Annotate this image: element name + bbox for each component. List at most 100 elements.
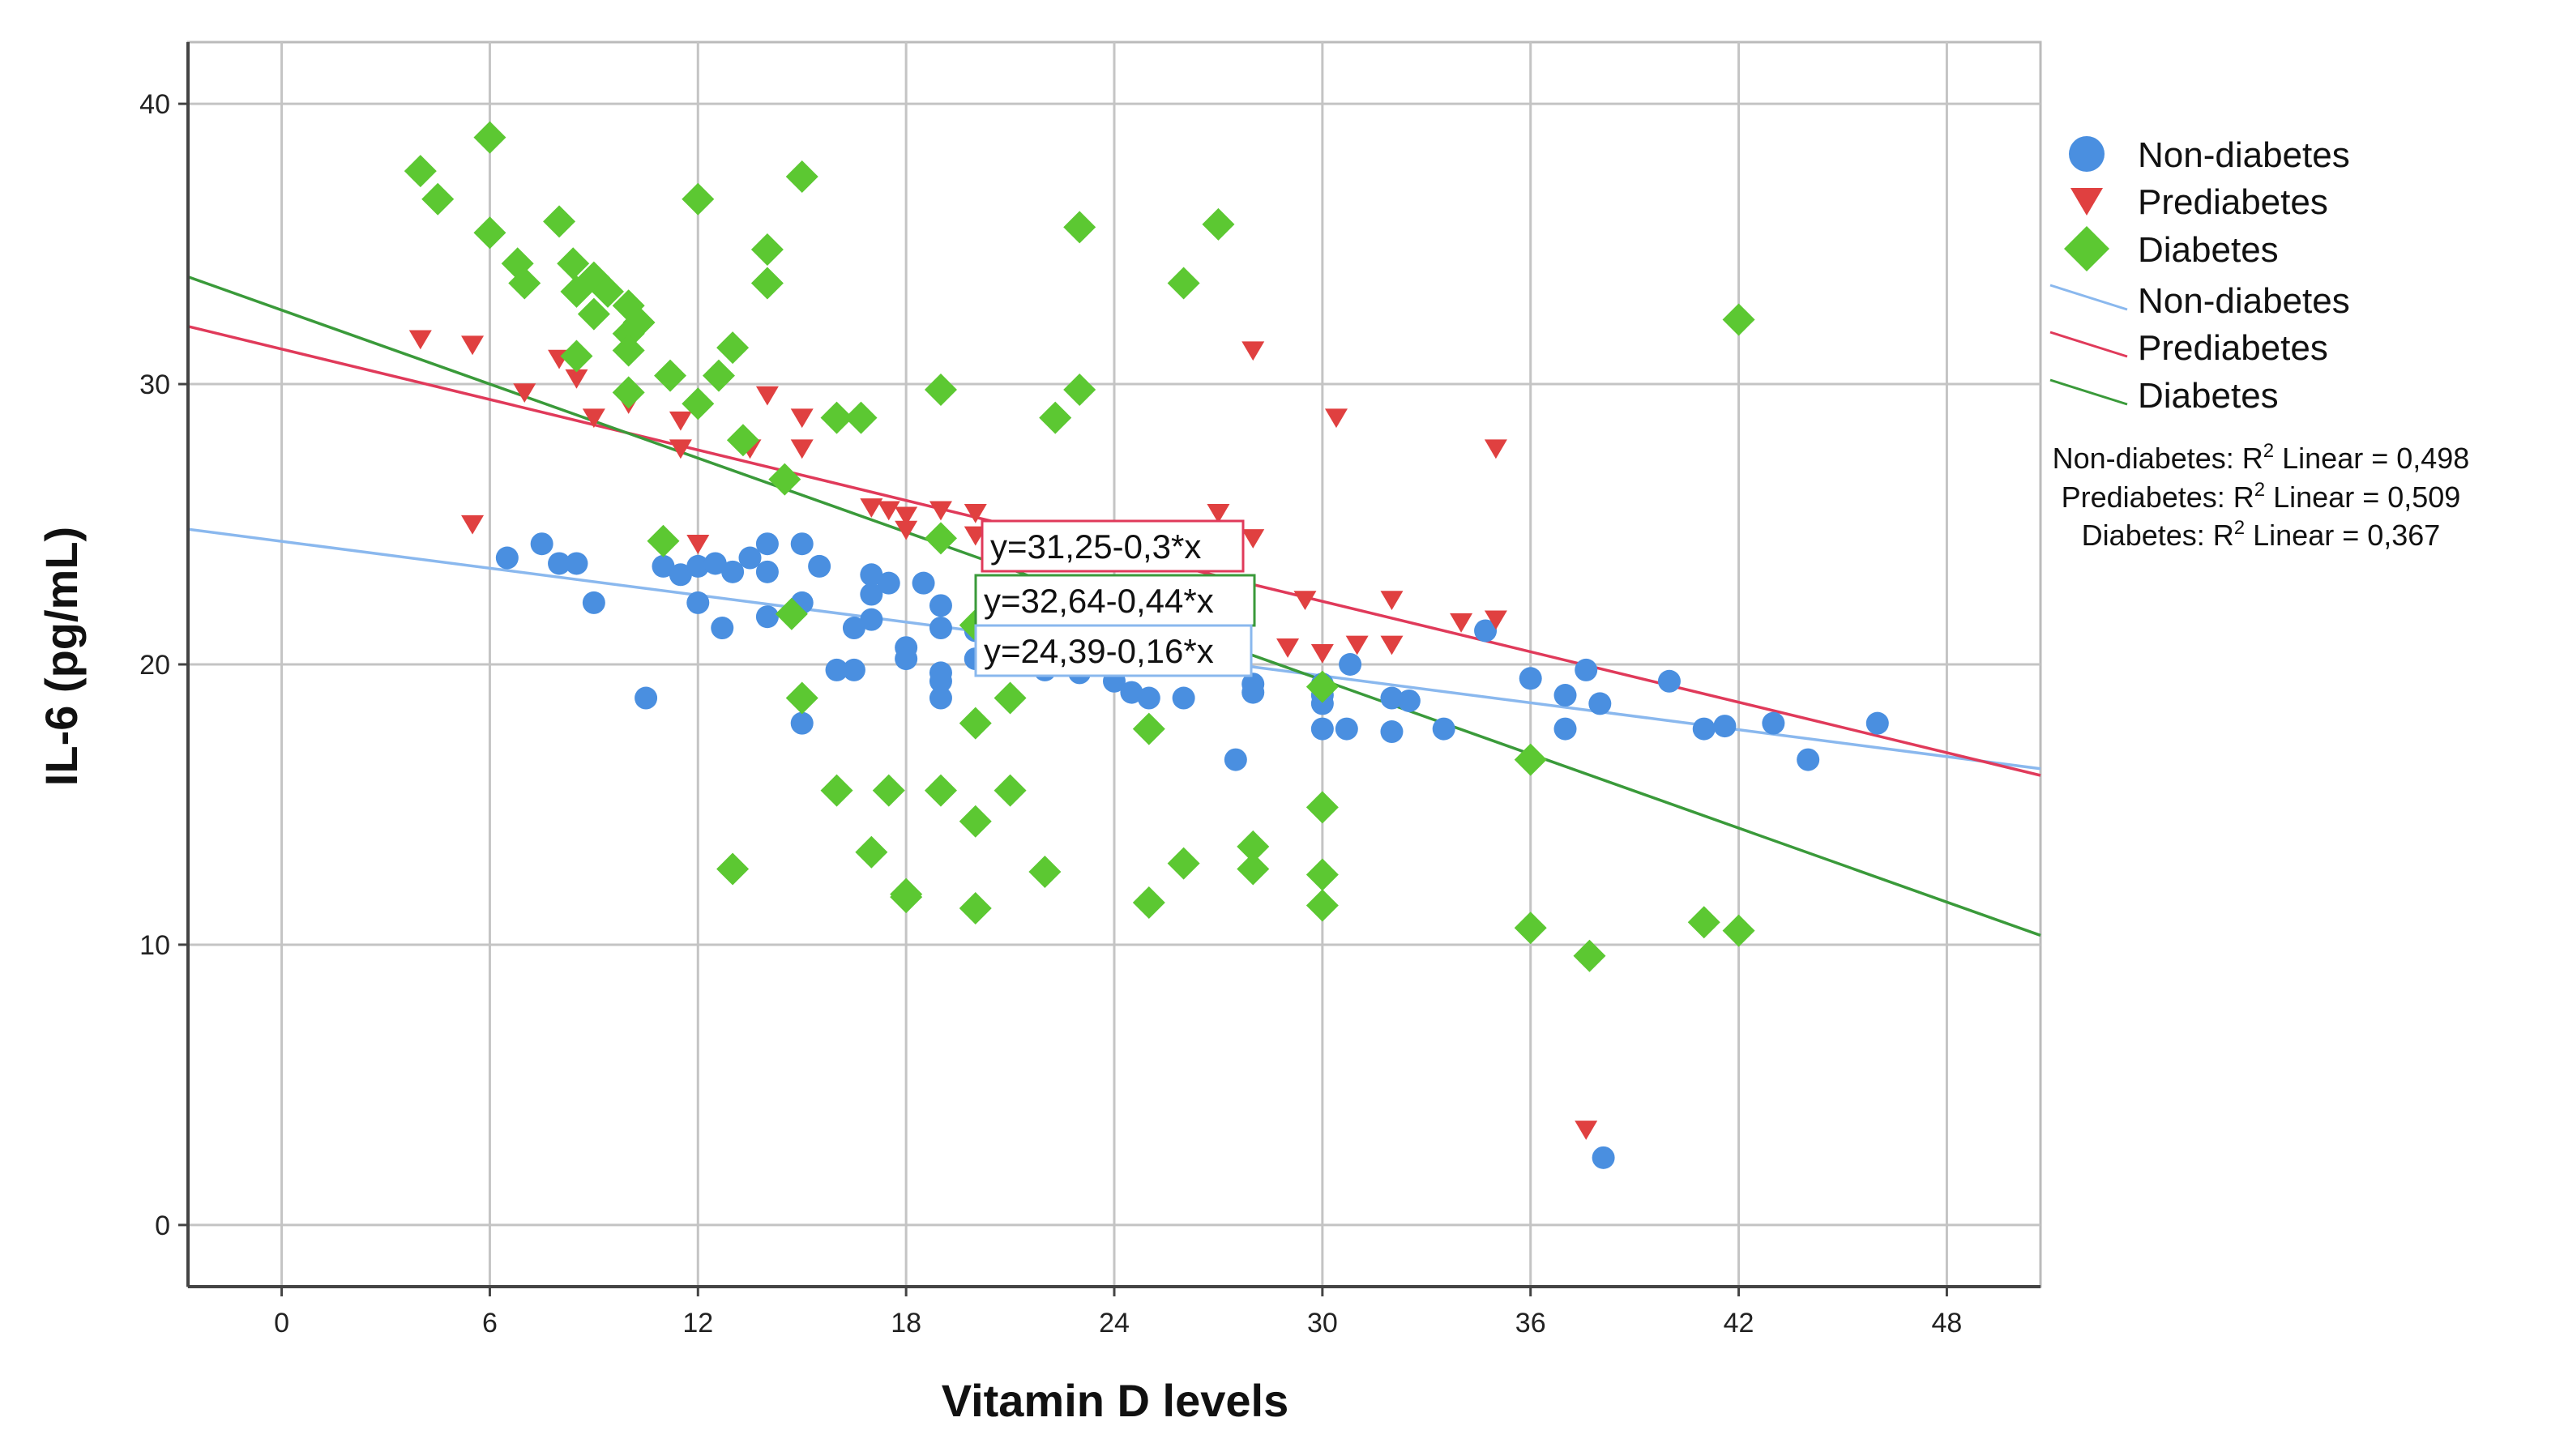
diabetes-point — [820, 401, 853, 434]
diabetes-point — [1306, 791, 1339, 824]
prediabetes-point — [1380, 635, 1404, 655]
diabetes-point — [577, 297, 610, 331]
legend-label: Non-diabetes — [2138, 135, 2350, 175]
non-diabetes-point — [1380, 686, 1404, 710]
prediabetes-point — [1380, 591, 1404, 611]
prediabetes-point — [461, 335, 485, 356]
diabetes-point — [557, 247, 590, 280]
diabetes-point — [775, 597, 808, 630]
prediabetes-point — [686, 535, 710, 554]
prediabetes-point — [895, 506, 918, 527]
non-diabetes-point — [877, 571, 900, 595]
non-diabetes-point — [825, 658, 848, 681]
diabetes-point — [560, 339, 593, 373]
legend-line-icon — [2049, 378, 2128, 406]
diabetes-point — [612, 334, 645, 367]
prediabetes-point — [669, 411, 692, 431]
diabetes-point — [924, 522, 957, 555]
prediabetes-point — [669, 439, 692, 459]
diabetes-point — [1306, 670, 1339, 703]
prediabetes-point — [1324, 408, 1348, 429]
prediabetes-point — [929, 501, 952, 521]
diabetes-point — [1514, 912, 1547, 945]
diabetes-point — [508, 267, 541, 300]
prediabetes-point — [1241, 529, 1265, 549]
prediabetes-point — [582, 408, 605, 429]
diabetes-point — [924, 774, 957, 807]
non-diabetes-point — [895, 647, 918, 671]
non-diabetes-point — [929, 669, 952, 693]
x-tick-label: 42 — [1724, 1308, 1754, 1339]
non-diabetes-point — [1762, 711, 1785, 735]
non-diabetes-point — [790, 532, 814, 556]
diabetes-point — [716, 331, 750, 365]
prediabetes-point — [860, 498, 883, 518]
diabetes-point — [1306, 858, 1339, 891]
non-diabetes-point — [1692, 717, 1716, 741]
non-diabetes-point — [755, 560, 779, 583]
prediabetes-point — [1484, 439, 1507, 459]
x-tick-label: 36 — [1515, 1308, 1546, 1339]
diabetes-point — [994, 774, 1027, 807]
x-tick-label: 6 — [482, 1308, 498, 1339]
diabetes-point — [1039, 401, 1072, 434]
non-diabetes-point — [929, 594, 952, 617]
diabetes-point — [1514, 743, 1547, 776]
non-diabetes-point — [635, 686, 658, 710]
non-diabetes-point — [1432, 717, 1455, 741]
equation-labels: y=31,25-0,3*x y=32,64-0,44*x y=24,39-0,16*… — [974, 519, 1256, 677]
non-diabetes-point — [1865, 711, 1889, 735]
non-diabetes-point — [1592, 1146, 1615, 1169]
diabetes-point — [750, 233, 784, 266]
prediabetes-point — [1241, 341, 1265, 361]
prediabetes-point — [513, 383, 536, 403]
prediabetes-point — [1575, 1121, 1598, 1140]
legend-label: Diabetes — [2138, 230, 2279, 270]
x-tick-label: 48 — [1932, 1308, 1963, 1339]
x-tick-label: 18 — [891, 1308, 921, 1339]
non-diabetes-point — [929, 617, 952, 640]
non-diabetes-point — [495, 546, 519, 570]
diabetes-point — [421, 182, 455, 216]
x-tick-label: 24 — [1099, 1308, 1130, 1339]
non-diabetes-point — [1575, 658, 1598, 681]
legend: Non-diabetes Prediabetes Diabetes Non-diabe… — [2049, 135, 2470, 552]
diabetes-point — [785, 681, 818, 715]
diabetes-point — [750, 267, 784, 300]
prediabetes-point — [1207, 503, 1230, 523]
non-diabetes-point — [790, 711, 814, 735]
non-diabetes-point — [703, 552, 727, 575]
legend-line-icon — [2049, 284, 2128, 311]
y-tick-label: 10 — [139, 930, 170, 961]
x-tick-label: 0 — [274, 1308, 289, 1339]
non-diabetes-point — [912, 571, 935, 595]
non-diabetes-point — [860, 583, 883, 606]
diabetes-point — [1028, 856, 1062, 888]
non-diabetes-point — [1713, 715, 1737, 738]
diabetes-point — [647, 524, 680, 557]
equation-text: y=24,39-0,16*x — [984, 632, 1214, 670]
non-diabetes-point — [738, 546, 762, 570]
diabetes-point — [716, 852, 750, 886]
diabetes-point — [591, 275, 624, 308]
non-diabetes-point — [1335, 717, 1358, 741]
prediabetes-point — [790, 439, 814, 459]
non-diabetes-point — [1588, 692, 1612, 715]
non-diabetes-point — [860, 563, 883, 587]
x-tick-label: 12 — [682, 1308, 713, 1339]
non-diabetes-point — [755, 605, 779, 629]
diabetes-point — [1132, 712, 1165, 745]
legend-label: Non-diabetes — [2138, 281, 2350, 321]
equation-text: y=32,64-0,44*x — [984, 582, 1214, 620]
diabetes-point — [959, 805, 992, 838]
non-diabetes-point — [711, 617, 734, 640]
diabetes-point — [622, 305, 656, 339]
r2-annotation: Non-diabetes: R2 Linear = 0,498 — [2053, 440, 2470, 475]
prediabetes-point — [1310, 643, 1334, 664]
diabetes-point — [702, 359, 735, 392]
prediabetes-point — [1276, 638, 1300, 658]
diabetes-point — [855, 835, 888, 869]
legend-line-icon — [2049, 331, 2128, 358]
prediabetes-point — [408, 330, 432, 350]
